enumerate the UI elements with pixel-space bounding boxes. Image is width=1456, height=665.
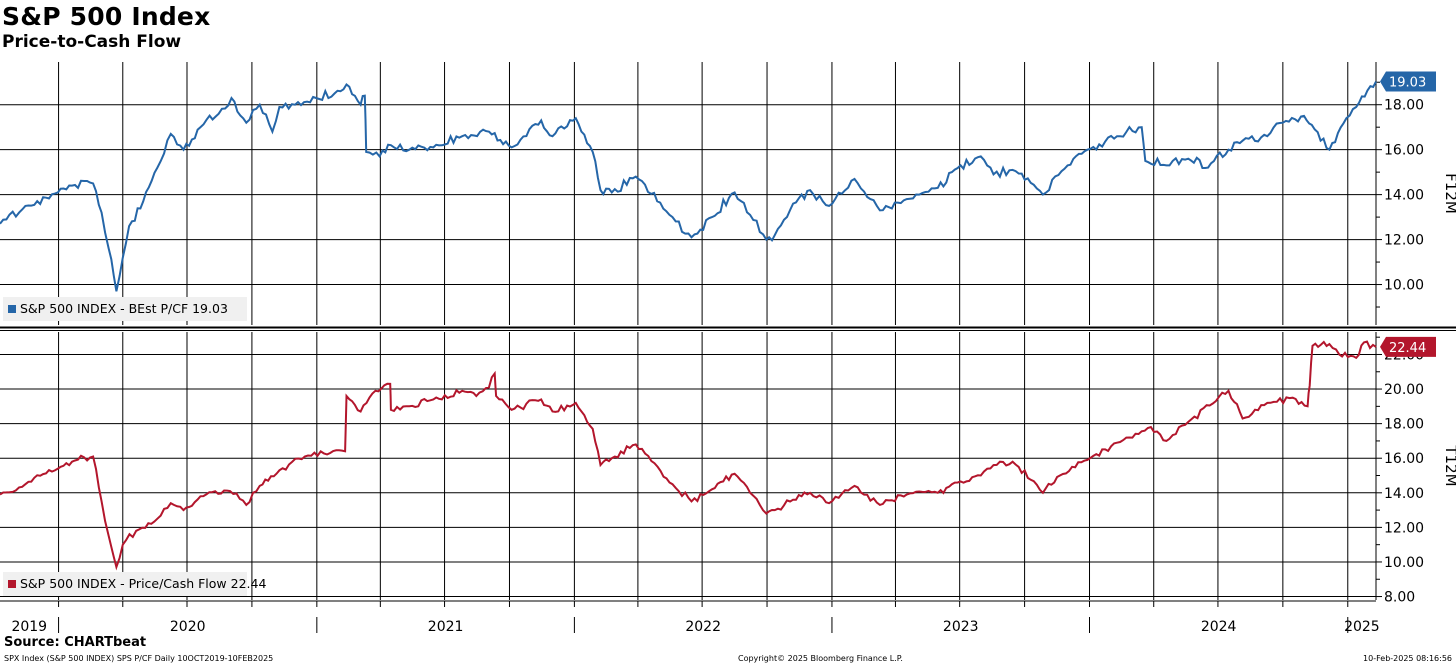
- y-tick-label: 10.00: [1384, 555, 1424, 571]
- y-tick-label: 16.00: [1384, 143, 1424, 159]
- legend-swatch: [8, 580, 16, 588]
- year-label: 2024: [1201, 619, 1237, 635]
- chart-subtitle: Price-to-Cash Flow: [2, 32, 182, 52]
- y-axis-label: T12M: [1442, 444, 1456, 486]
- footer-copyright: Copyright© 2025 Bloomberg Finance L.P.: [738, 654, 903, 663]
- y-tick-label: 12.00: [1384, 520, 1424, 536]
- y-tick-label: 12.00: [1384, 233, 1424, 249]
- legend-swatch: [8, 305, 16, 313]
- footer-description: SPX Index (S&P 500 INDEX) SPS P/CF Daily…: [4, 654, 274, 663]
- legend-box: [3, 297, 247, 321]
- y-axis-label: F12M: [1442, 173, 1456, 214]
- year-label: 2022: [685, 619, 721, 635]
- legend-label: S&P 500 INDEX - BEst P/CF 19.03: [20, 301, 228, 316]
- last-value-label: 22.44: [1389, 341, 1426, 356]
- y-tick-label: 10.00: [1384, 278, 1424, 294]
- y-tick-label: 18.00: [1384, 417, 1424, 433]
- year-label: 2019: [11, 619, 47, 635]
- y-tick-label: 8.00: [1384, 590, 1415, 606]
- series-line-bestpcf: [0, 81, 1377, 292]
- y-tick-label: 16.00: [1384, 451, 1424, 467]
- last-value-tag: [1380, 71, 1436, 92]
- y-tick-label: 18.00: [1384, 98, 1424, 114]
- y-tick-label: 14.00: [1384, 188, 1424, 204]
- series-line-pricecf: [0, 340, 1377, 571]
- y-tick-label: 20.00: [1384, 382, 1424, 398]
- y-tick-label: 14.00: [1384, 486, 1424, 502]
- legend-box: [3, 572, 247, 596]
- footer-timestamp: 10-Feb-2025 08:16:56: [1363, 654, 1452, 663]
- legend-label: S&P 500 INDEX - Price/Cash Flow 22.44: [20, 576, 266, 591]
- year-label: 2020: [170, 619, 206, 635]
- year-label: 2021: [428, 619, 464, 635]
- last-value-label: 19.03: [1389, 76, 1426, 91]
- year-label: 2025: [1344, 619, 1380, 635]
- last-value-tag: [1380, 336, 1436, 357]
- chart-title: S&P 500 Index: [2, 2, 211, 31]
- year-label: 2023: [943, 619, 979, 635]
- source-note: Source: CHARTbeat: [4, 635, 147, 650]
